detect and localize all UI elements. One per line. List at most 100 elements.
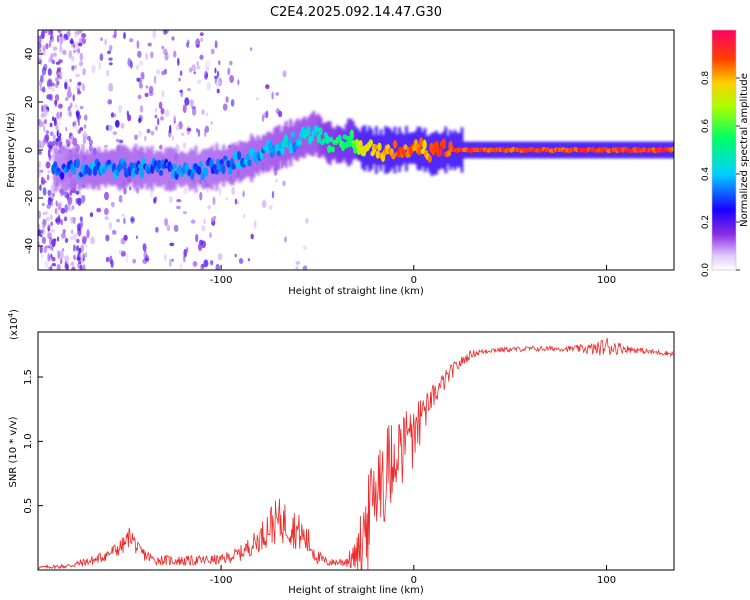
spectrogram-noise-point	[282, 180, 286, 187]
spectrogram-noise-point	[62, 248, 65, 252]
spectrogram-noise-point	[256, 97, 259, 101]
spectrogram-noise-point	[59, 250, 64, 260]
spectrogram-noise-point	[108, 221, 113, 230]
spectrogram-noise-point	[108, 44, 113, 52]
spectrogram-noise-point	[43, 134, 49, 144]
spectrogram-noise-point	[45, 43, 49, 50]
spectrogram-noise-point	[173, 115, 176, 125]
spectrogram-noise-point	[204, 125, 210, 133]
spectrogram-noise-point	[105, 234, 110, 242]
spectrogram-noise-point	[234, 253, 237, 258]
spectrogram-noise-point	[60, 218, 63, 226]
spectrogram-noise-point	[237, 79, 240, 86]
spectrogram-xtick-label: 0	[411, 275, 417, 286]
spectrogram-noise-point	[54, 94, 60, 102]
spectrogram-ridge-cell	[438, 147, 443, 157]
spectrogram-noise-point	[50, 30, 54, 37]
spectrogram-noise-point	[57, 214, 61, 223]
spectrogram-noise-point	[184, 97, 190, 106]
spectrogram-noise-point	[77, 119, 80, 127]
spectrogram-noise-point	[76, 245, 79, 251]
spectrogram-noise-point	[89, 212, 94, 218]
spectrogram-noise-point	[100, 37, 103, 41]
spectrogram-noise-point	[186, 87, 191, 92]
spectrogram-noise-point	[56, 67, 62, 71]
spectrogram-noise-point	[73, 244, 76, 252]
spectrogram-ytick-label: 20	[24, 96, 35, 109]
spectrogram-halo-cell	[298, 121, 302, 157]
spectrogram-noise-point	[54, 99, 58, 108]
spectrogram-noise-point	[50, 131, 54, 137]
spectrogram-noise-point	[205, 59, 211, 68]
spectrogram-ridge-cell	[441, 138, 446, 150]
spectrogram-noise-point	[81, 33, 87, 38]
spectrogram-noise-point	[55, 218, 58, 223]
spectrogram-noise-point	[123, 234, 128, 241]
spectrogram-noise-point	[73, 232, 78, 242]
spectrogram-ridge-cell	[170, 168, 176, 179]
spectrogram-noise-point	[242, 190, 245, 198]
spectrogram-halo-cell	[189, 148, 193, 191]
spectrogram-noise-point	[209, 232, 212, 239]
spectrogram-noise-point	[182, 211, 187, 215]
spectrogram-ridge-cell	[177, 165, 183, 173]
spectrogram-ridge-cell	[309, 135, 315, 142]
spectrogram-ridge-cell	[288, 144, 294, 154]
spectrogram-ridge-cell	[290, 131, 295, 138]
spectrogram-noise-point	[171, 258, 174, 262]
spectrogram-noise-point	[45, 130, 50, 134]
spectrogram-noise-point	[67, 203, 71, 211]
spectrogram-noise-point	[73, 254, 76, 260]
spectrogram-ridge-cell	[276, 150, 282, 157]
spectrogram-noise-point	[119, 139, 124, 144]
spectrogram-noise-point	[206, 81, 211, 91]
snr-ytick-label: 1.0	[23, 433, 34, 449]
spectrogram-ridge-cell	[196, 165, 202, 175]
spectrogram-halo-cell	[423, 128, 427, 172]
spectrogram-ridge	[51, 125, 674, 181]
spectrogram-noise-point	[45, 210, 49, 216]
spectrogram-noise-point	[54, 83, 59, 89]
spectrogram-noise-point	[204, 72, 207, 76]
spectrogram-halo-cell	[162, 153, 166, 185]
spectrogram-ridge-cell	[306, 125, 311, 137]
spectrogram-noise-point	[135, 235, 138, 240]
spectrogram-noise-point	[77, 263, 80, 269]
snr-ylabel: SNR (10 * v/v)	[8, 416, 19, 487]
spectrogram-ridge-cell	[233, 151, 238, 161]
spectrogram-noise-point	[195, 38, 201, 48]
spectrogram-noise-point	[186, 127, 192, 132]
spectrogram-noise-point	[179, 89, 183, 93]
spectrogram-xtick-label: -100	[210, 275, 233, 286]
spectrogram-noise-point	[121, 213, 125, 217]
spectrogram-noise-point	[43, 125, 46, 133]
spectrogram-noise-point	[39, 34, 44, 39]
spectrogram-noise-point	[84, 251, 88, 258]
spectrogram-noise-point	[74, 120, 77, 127]
spectrogram-noise-point	[82, 143, 85, 151]
spectrogram-xlabel: Height of straight line (km)	[288, 286, 424, 297]
spectrogram-ytick-label: 0	[24, 147, 35, 153]
spectrogram-noise-point	[60, 200, 63, 206]
spectrogram-noise-point	[261, 199, 267, 209]
spectrogram-noise-point	[56, 129, 59, 137]
spectrogram-ridge-cell	[418, 137, 424, 148]
spectrogram-noise-point	[82, 264, 86, 270]
spectrogram-noise-point	[150, 51, 154, 59]
spectrogram-noise-point	[207, 205, 211, 210]
spectrogram-noise-point	[82, 194, 86, 202]
spectrogram-noise-point	[49, 192, 55, 199]
spectrogram-noise-point	[191, 105, 197, 110]
spectrogram-halo-cell	[370, 129, 374, 170]
spectrogram-noise-point	[118, 195, 123, 203]
spectrogram-noise-point	[84, 114, 88, 121]
spectrogram-noise-point	[52, 258, 56, 262]
spectrogram-halo-cell	[164, 147, 168, 191]
spectrogram-noise-point	[161, 70, 165, 76]
spectrogram-noise-point	[47, 223, 51, 229]
spectrogram-noise-point	[39, 246, 43, 254]
spectrogram-ridge-cell	[172, 163, 177, 169]
spectrogram-noise-point	[40, 234, 43, 238]
spectrogram-noise-point	[72, 66, 75, 70]
